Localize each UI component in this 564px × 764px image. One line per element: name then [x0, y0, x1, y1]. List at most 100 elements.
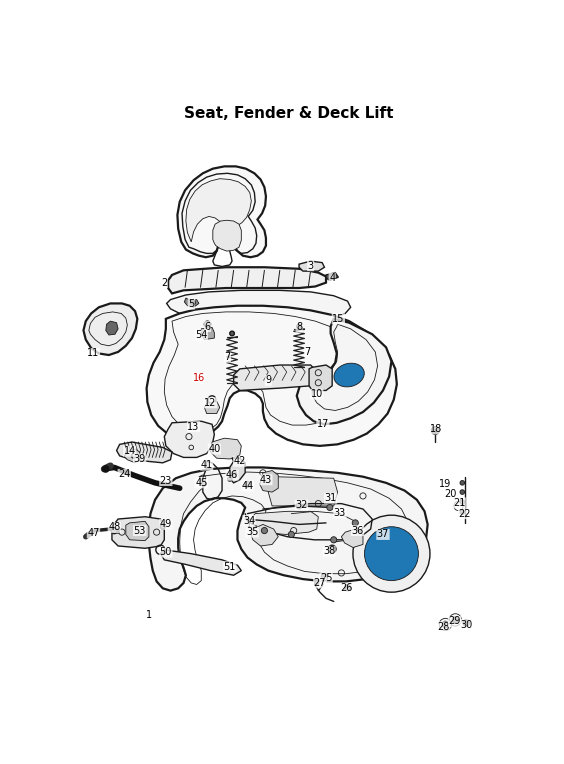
Polygon shape	[230, 458, 245, 483]
Circle shape	[161, 524, 165, 529]
Circle shape	[452, 617, 459, 623]
Text: 23: 23	[160, 475, 172, 486]
Polygon shape	[341, 529, 363, 548]
Text: 32: 32	[295, 500, 307, 510]
Polygon shape	[326, 273, 338, 280]
Text: 20: 20	[444, 489, 457, 499]
Circle shape	[288, 531, 294, 538]
Circle shape	[297, 324, 301, 329]
Polygon shape	[164, 421, 214, 458]
Text: 13: 13	[187, 422, 200, 432]
Polygon shape	[83, 303, 138, 355]
Circle shape	[364, 526, 418, 581]
Text: 45: 45	[195, 478, 208, 488]
Circle shape	[131, 454, 136, 458]
Polygon shape	[147, 306, 397, 446]
Circle shape	[463, 620, 469, 626]
Polygon shape	[149, 468, 428, 591]
Circle shape	[460, 500, 465, 504]
Circle shape	[345, 584, 351, 591]
Text: 6: 6	[204, 322, 210, 332]
Text: 28: 28	[438, 622, 450, 632]
Text: 4: 4	[329, 273, 335, 283]
Text: 25: 25	[320, 573, 332, 584]
Circle shape	[315, 581, 319, 585]
Polygon shape	[166, 290, 351, 355]
Circle shape	[191, 300, 195, 305]
Polygon shape	[299, 261, 324, 271]
Text: 11: 11	[87, 348, 100, 358]
Circle shape	[204, 321, 210, 327]
Text: 49: 49	[160, 520, 172, 529]
Circle shape	[200, 480, 206, 486]
Text: 5: 5	[188, 299, 195, 309]
Polygon shape	[184, 298, 199, 307]
Polygon shape	[117, 442, 172, 463]
Circle shape	[321, 574, 328, 580]
Text: 21: 21	[453, 498, 465, 508]
Polygon shape	[112, 516, 164, 549]
Ellipse shape	[334, 363, 364, 387]
Text: 42: 42	[233, 456, 246, 466]
Text: 14: 14	[124, 446, 136, 456]
Text: 51: 51	[223, 562, 236, 571]
Polygon shape	[126, 521, 149, 541]
Circle shape	[103, 466, 109, 472]
Polygon shape	[268, 477, 338, 506]
Polygon shape	[233, 365, 318, 390]
Text: Seat, Fender & Deck Lift: Seat, Fender & Deck Lift	[184, 105, 394, 121]
Circle shape	[460, 490, 465, 494]
Polygon shape	[210, 439, 241, 459]
Text: 12: 12	[204, 398, 217, 408]
Text: 1: 1	[146, 610, 152, 620]
Circle shape	[431, 426, 439, 434]
Text: 41: 41	[201, 460, 213, 470]
Text: 19: 19	[438, 479, 451, 490]
Text: 30: 30	[461, 620, 473, 630]
Polygon shape	[260, 471, 278, 492]
Text: 53: 53	[134, 526, 146, 536]
Circle shape	[111, 527, 117, 534]
Polygon shape	[309, 365, 332, 390]
Polygon shape	[249, 511, 318, 535]
Text: 43: 43	[260, 474, 272, 485]
Text: 54: 54	[195, 330, 208, 340]
Polygon shape	[124, 449, 140, 463]
Text: 10: 10	[311, 390, 323, 400]
Text: 40: 40	[208, 444, 221, 454]
Circle shape	[328, 545, 336, 553]
Circle shape	[230, 331, 235, 335]
Text: 50: 50	[160, 547, 172, 557]
Text: 39: 39	[134, 454, 146, 464]
Circle shape	[261, 527, 267, 534]
Text: 22: 22	[459, 509, 471, 519]
Circle shape	[353, 515, 430, 592]
Text: 46: 46	[226, 470, 238, 480]
Circle shape	[227, 477, 232, 481]
Text: 3: 3	[307, 261, 314, 270]
Text: 33: 33	[334, 508, 346, 518]
Circle shape	[352, 520, 358, 526]
Polygon shape	[201, 327, 214, 340]
Circle shape	[442, 621, 448, 627]
Polygon shape	[204, 401, 220, 413]
Polygon shape	[106, 321, 118, 335]
Text: 2: 2	[161, 277, 168, 287]
Text: 24: 24	[118, 469, 130, 479]
Polygon shape	[213, 220, 241, 251]
Text: 47: 47	[87, 528, 100, 538]
Text: 16: 16	[193, 373, 205, 383]
Text: 48: 48	[108, 523, 120, 533]
Text: 36: 36	[351, 526, 364, 536]
Text: 27: 27	[314, 578, 326, 588]
Polygon shape	[161, 550, 241, 575]
Polygon shape	[250, 524, 278, 546]
Text: 8: 8	[296, 322, 302, 332]
Polygon shape	[168, 267, 326, 293]
Circle shape	[244, 481, 250, 487]
Polygon shape	[178, 167, 266, 257]
Text: 29: 29	[448, 617, 461, 626]
Text: 37: 37	[377, 529, 389, 539]
Text: 17: 17	[317, 419, 329, 429]
Text: 34: 34	[243, 516, 255, 526]
